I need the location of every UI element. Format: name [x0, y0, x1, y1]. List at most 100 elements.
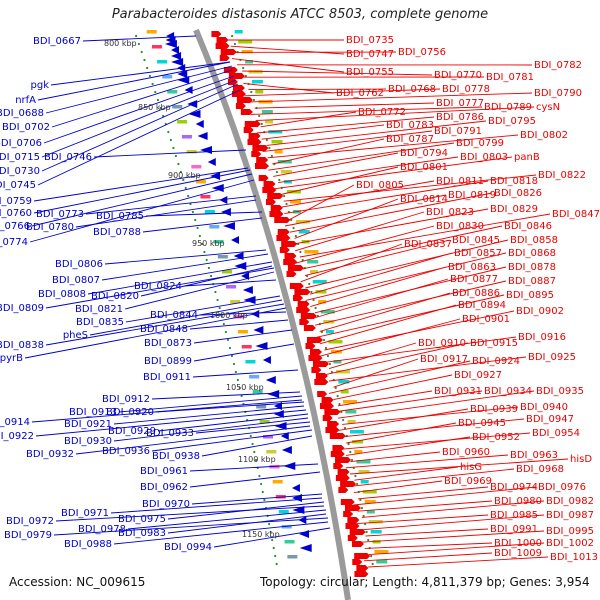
leader-line — [262, 130, 433, 153]
tick-dot — [240, 394, 243, 398]
leader-line — [256, 116, 435, 134]
tick-dot — [314, 306, 317, 310]
tick-dot — [244, 74, 247, 78]
gene-label-BDI_0978: BDI_0978 — [78, 524, 126, 535]
tick-dot — [203, 250, 206, 254]
gene-label-BDI_0901: BDI_0901 — [462, 314, 510, 325]
forward-gene-labels: BDI_0735 BDI_0747 BDI_0756 BDI_0755 BDI_0782… — [336, 35, 600, 563]
gene-label-BDI_0980: BDI_0980 — [494, 496, 542, 507]
gene-label-BDI_0762: BDI_0762 — [336, 88, 384, 99]
leader-line — [354, 466, 459, 481]
gene-label-BDI_0887: BDI_0887 — [508, 276, 556, 287]
gene-label-BDI_0934: BDI_0934 — [484, 386, 532, 397]
leader-line — [333, 390, 483, 413]
reverse-gene — [177, 70, 188, 78]
gene-label-BDI_0772: BDI_0772 — [358, 107, 406, 118]
feature-block — [213, 240, 224, 244]
leader-line — [189, 463, 319, 472]
reverse-gene — [188, 110, 201, 118]
genome-summary: Topology: circular; Length: 4,811,379 bp… — [260, 575, 590, 589]
leader-line — [33, 167, 249, 202]
forward-gene — [256, 157, 269, 163]
gene-label-BDI_0933: BDI_0933 — [146, 428, 194, 439]
leader-line — [31, 173, 253, 227]
gene-label-BDI_0730: BDI_0730 — [0, 166, 40, 177]
forward-gene — [220, 49, 237, 55]
forward-gene — [332, 445, 345, 451]
gene-label-BDI_0994: BDI_0994 — [164, 542, 212, 553]
gene-label-BDI_0747: BDI_0747 — [346, 49, 394, 60]
leader-line — [244, 88, 441, 97]
feature-block — [340, 390, 349, 394]
gene-label-BDI_0808: BDI_0808 — [38, 289, 86, 300]
leader-line — [75, 199, 257, 228]
forward-gene — [231, 91, 246, 97]
tick-dot — [234, 370, 237, 374]
leader-line — [260, 111, 357, 128]
forward-gene — [311, 367, 322, 373]
feature-block — [167, 90, 178, 94]
gene-label-BDI_0894: BDI_0894 — [458, 300, 506, 311]
leader-line — [50, 61, 231, 86]
leader-line — [127, 509, 327, 530]
leader-line — [300, 225, 503, 270]
leader-line — [189, 471, 321, 488]
feature-block — [248, 70, 263, 74]
feature-block — [309, 270, 318, 274]
leader-line — [155, 401, 305, 413]
tick-dot — [259, 482, 263, 486]
forward-gene — [344, 505, 361, 511]
gene-label-BDI_0960: BDI_0960 — [442, 447, 490, 458]
tick-dot — [231, 34, 234, 38]
forward-gene — [255, 163, 270, 169]
gene-label-BDI_0858: BDI_0858 — [510, 235, 558, 246]
leader-line — [199, 311, 287, 316]
tick-dot — [301, 258, 304, 262]
gene-label-BDI_0878: BDI_0878 — [508, 262, 556, 273]
forward-gene — [317, 391, 328, 397]
reverse-gene — [255, 342, 268, 350]
tick-dot — [253, 450, 256, 454]
forward-gene — [267, 193, 284, 199]
leader-line — [353, 486, 537, 506]
feature-block — [366, 510, 375, 514]
gene-label-BDI_0799: BDI_0799 — [456, 138, 504, 149]
tick-dot — [177, 162, 180, 166]
feature-block — [241, 345, 252, 349]
leader-line — [358, 486, 489, 500]
leader-line — [140, 265, 273, 297]
leader-line — [349, 458, 569, 475]
feature-block — [370, 530, 382, 534]
feature-block — [251, 80, 263, 84]
tick-dot — [320, 330, 324, 334]
gene-label-BDI_0807: BDI_0807 — [52, 275, 100, 286]
tick-dot — [224, 330, 228, 334]
gene-label-BDI_0916: BDI_0916 — [518, 332, 566, 343]
forward-gene — [252, 145, 269, 151]
leader-line — [37, 89, 241, 186]
gene-label-BDI_0985: BDI_0985 — [490, 510, 538, 521]
leader-line — [249, 92, 533, 103]
gene-label-BDI_1000: BDI_1000 — [494, 538, 542, 549]
leader-line — [195, 421, 311, 434]
leader-line — [328, 360, 471, 394]
feature-block — [289, 200, 301, 204]
gene-label-BDI_0823: BDI_0823 — [426, 207, 474, 218]
tick-dot — [324, 346, 328, 350]
forward-gene — [270, 205, 283, 211]
leader-line — [85, 195, 257, 215]
feature-block — [295, 220, 310, 224]
gene-label-panB: panB — [514, 152, 540, 163]
tick-dot — [174, 154, 178, 158]
tick-dot — [265, 138, 268, 142]
gene-label-BDI_0735: BDI_0735 — [346, 35, 394, 46]
leader-line — [319, 304, 457, 345]
forward-gene — [269, 211, 284, 217]
accession-text: Accession: NC_009615 — [9, 575, 146, 589]
gene-label-BDI_0983: BDI_0983 — [118, 528, 166, 539]
forward-gene — [340, 481, 357, 487]
tick-dot — [299, 250, 302, 254]
feature-tracks — [146, 30, 389, 564]
forward-gene — [322, 415, 333, 421]
tick-dot — [167, 130, 170, 134]
